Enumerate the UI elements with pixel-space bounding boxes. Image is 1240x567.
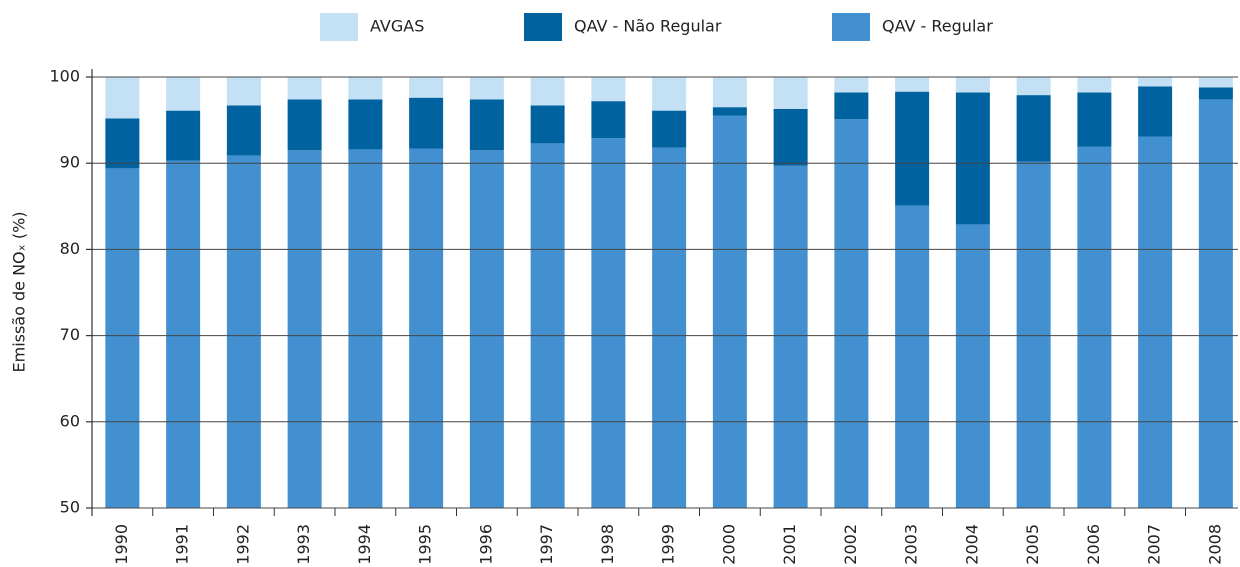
bar-segment [834,119,869,508]
y-tick-label: 90 [60,153,80,172]
legend-label: QAV - Regular [882,17,993,36]
x-tick-label: 2007 [1145,524,1164,565]
bar-segment [712,107,747,116]
bar-segment [955,77,990,93]
bar-segment [591,77,626,102]
legend-label: AVGAS [370,17,424,36]
bar-segment [955,224,990,509]
x-tick-label: 1995 [416,524,435,565]
x-tick-label: 1991 [173,524,192,565]
bar-segment [712,77,747,108]
bar-segment [591,138,626,508]
bar-segment [895,77,930,92]
bar-segment [409,148,444,508]
bar-segment [469,150,504,508]
bar-segment [1077,77,1112,93]
bar-segment [226,105,261,156]
x-tick-label: 1990 [112,524,131,565]
x-tick-label: 1994 [355,524,374,565]
bar-segment [652,110,687,148]
x-tick-label: 2008 [1205,524,1224,565]
bar-segment [1198,99,1233,509]
bar-segment [1198,87,1233,100]
bar-segment [895,91,930,206]
bar-segment [105,77,140,119]
bar-segment [1138,77,1173,87]
y-tick-label: 70 [60,325,80,344]
bar-segment [105,168,140,508]
bar-segment [166,160,201,508]
legend-label: QAV - Não Regular [574,17,722,36]
bar-segment [348,77,383,100]
bar-segment [773,165,808,508]
y-tick-label: 100 [49,67,80,86]
bar-segment [1198,77,1233,88]
bar-segment [530,143,565,508]
bar-segment [469,77,504,100]
bar-segment [1016,77,1051,96]
legend-swatch [320,13,358,41]
bar-segment [652,147,687,508]
x-tick-label: 2006 [1084,524,1103,565]
bar-segment [226,77,261,106]
x-tick-label: 2005 [1023,524,1042,565]
bar-segment [409,77,444,98]
x-tick-label: 2001 [780,524,799,565]
bar-segment [530,105,565,144]
y-tick-label: 60 [60,411,80,430]
bar-segment [287,99,322,151]
bar-segment [1077,146,1112,508]
bar-segment [166,77,201,111]
bar-segment [348,99,383,150]
x-tick-label: 1998 [598,524,617,565]
x-tick-label: 1992 [233,524,252,565]
bar-segment [1016,95,1051,162]
legend-swatch [524,13,562,41]
bar-segment [1016,161,1051,508]
y-axis-label: Emissão de NOₓ (%) [10,211,29,372]
x-tick-label: 2003 [902,524,921,565]
bar-segment [895,205,930,509]
bar-segment [226,155,261,508]
bar-segment [712,115,747,508]
bar-segment [287,150,322,508]
legend-swatch [832,13,870,41]
bar-segment [1138,136,1173,508]
y-tick-label: 50 [60,498,80,517]
bar-segment [834,92,869,120]
bar-segment [652,77,687,111]
bar-segment [530,77,565,106]
bar-segment [469,99,504,151]
x-tick-label: 1999 [659,524,678,565]
bar-segment [1077,92,1112,147]
bar-segment [409,97,444,149]
x-tick-label: 2004 [962,524,981,565]
x-tick-label: 1993 [294,524,313,565]
bar-segment [105,118,140,169]
bar-segment [287,77,322,100]
x-tick-label: 2000 [719,524,738,565]
bar-segment [773,77,808,109]
y-tick-label: 80 [60,239,80,258]
bar-segment [166,110,201,161]
x-tick-label: 1996 [476,524,495,565]
bar-segment [348,149,383,508]
x-tick-label: 2002 [841,524,860,565]
bar-segment [834,77,869,93]
bar-segment [591,101,626,139]
bar-segment [955,92,990,225]
x-tick-label: 1997 [537,524,556,565]
bar-segment [1138,86,1173,137]
bar-segment [773,108,808,166]
